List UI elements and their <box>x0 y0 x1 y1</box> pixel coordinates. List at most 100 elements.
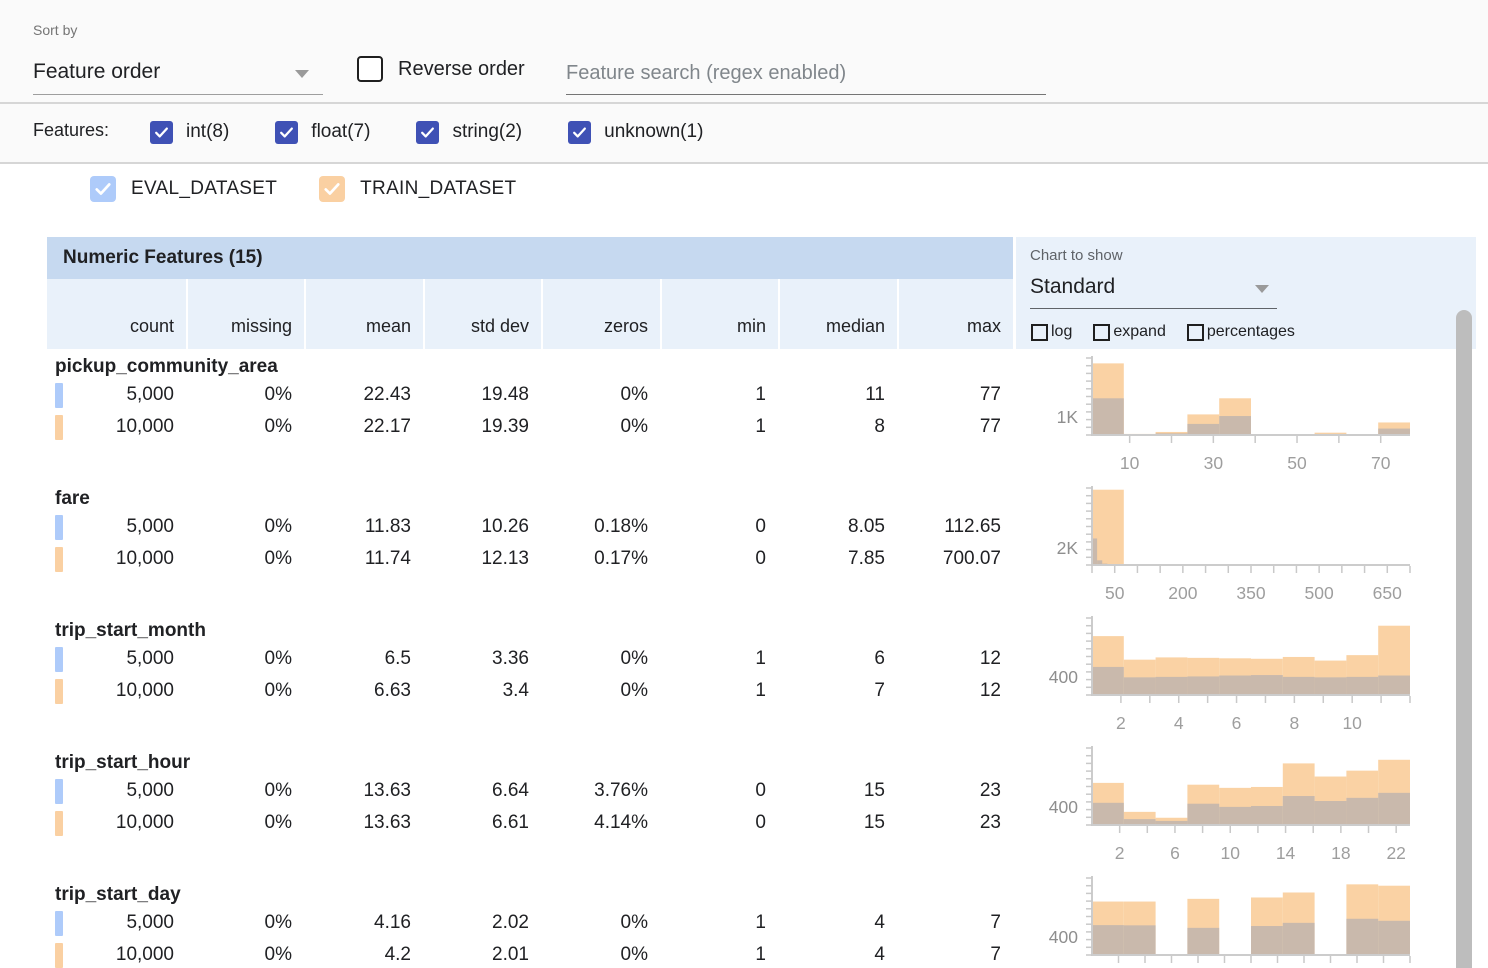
chart-type-select[interactable]: Standard <box>1030 269 1277 309</box>
dataset-color-swatch <box>55 779 63 804</box>
checkbox-checked-icon[interactable] <box>416 120 440 144</box>
dataset-color-swatch <box>55 911 63 936</box>
cell-min: 1 <box>755 944 766 965</box>
svg-text:200: 200 <box>1168 583 1197 603</box>
feature-type-filters: int(8) float(7) string(2) unknown(1) <box>150 116 703 148</box>
table-row-train: 10,000 0% 6.63 3.4 0% 1 7 12 <box>47 676 1013 706</box>
feature-type-filter-3[interactable]: unknown(1) <box>568 120 703 144</box>
chart-controls-panel: Chart to show Standard log expand percenta… <box>1016 237 1476 349</box>
cell-count: 10,000 <box>115 812 174 833</box>
checkbox-checked-icon[interactable] <box>319 176 346 202</box>
dataset-color-swatch <box>55 383 63 408</box>
scrollbar-thumb[interactable] <box>1456 310 1472 968</box>
svg-text:400: 400 <box>1049 927 1078 947</box>
cell-min: 1 <box>755 384 766 405</box>
checkbox-checked-icon[interactable] <box>90 176 116 202</box>
feature-type-filter-2[interactable]: string(2) <box>416 120 522 144</box>
cell-mean: 11.74 <box>364 548 411 569</box>
dataset-toggle-train_dataset[interactable]: TRAIN_DATASET <box>319 176 516 202</box>
chart-block-trip_start_month: 400 2 4 6 8 10 <box>1030 612 1450 740</box>
cell-std_dev: 2.01 <box>492 944 529 965</box>
chart-option-log[interactable]: log <box>1031 323 1072 341</box>
cell-zeros: 0.18% <box>594 516 648 537</box>
cell-median: 6 <box>874 648 885 669</box>
chart-to-show-label: Chart to show <box>1030 247 1123 264</box>
numeric-features-header: Numeric Features (15) <box>47 237 1013 279</box>
svg-text:50: 50 <box>1287 453 1307 473</box>
sort-by-select[interactable]: Feature order <box>33 52 323 95</box>
cell-min: 1 <box>755 648 766 669</box>
feature-search-input[interactable] <box>566 52 1046 95</box>
svg-text:14: 14 <box>1276 843 1296 863</box>
cell-max: 77 <box>979 416 1001 437</box>
svg-text:2: 2 <box>1116 713 1126 733</box>
dataset-label: EVAL_DATASET <box>131 178 278 199</box>
table-row-eval: 5,000 0% 22.43 19.48 0% 1 11 77 <box>47 380 1013 410</box>
cell-std_dev: 2.02 <box>492 912 529 933</box>
dataset-color-swatch <box>55 679 63 704</box>
feature-type-filter-0[interactable]: int(8) <box>150 120 229 144</box>
svg-text:2K: 2K <box>1057 538 1079 558</box>
feature-name: trip_start_day <box>55 884 181 905</box>
cell-std_dev: 3.4 <box>502 680 529 701</box>
svg-text:50: 50 <box>1105 583 1125 603</box>
cell-min: 1 <box>755 680 766 701</box>
cell-max: 12 <box>979 648 1001 669</box>
checkbox-checked-icon[interactable] <box>150 120 173 144</box>
feature-name: pickup_community_area <box>55 356 278 377</box>
scrollbar-track[interactable] <box>1452 304 1476 968</box>
svg-text:6: 6 <box>1232 713 1242 733</box>
dataset-toggle-eval_dataset[interactable]: EVAL_DATASET <box>90 176 277 202</box>
cell-missing: 0% <box>264 516 292 537</box>
chart-block-trip_start_day: 400 <box>1030 872 1450 968</box>
chart-option-expand[interactable]: expand <box>1093 323 1166 341</box>
cell-missing: 0% <box>264 780 292 801</box>
checkbox-checked-icon[interactable] <box>275 120 299 144</box>
table-row-eval: 5,000 0% 11.83 10.26 0.18% 0 8.05 112.65 <box>47 512 1013 542</box>
chart-block-pickup_community_area: 1K 10 30 50 70 <box>1030 352 1450 480</box>
checkbox-checked-icon[interactable] <box>568 120 592 144</box>
cell-zeros: 0% <box>620 384 648 405</box>
table-row-eval: 5,000 0% 4.16 2.02 0% 1 4 7 <box>47 908 1013 938</box>
reverse-order-checkbox[interactable] <box>357 56 383 82</box>
svg-text:10: 10 <box>1221 843 1241 863</box>
feature-block-trip_start_day: trip_start_day 5,000 0% 4.16 2.02 0% 1 4 7 10,000… <box>47 882 1013 968</box>
cell-mean: 4.16 <box>374 912 411 933</box>
cell-missing: 0% <box>264 680 292 701</box>
dataset-legend: EVAL_DATASET TRAIN_DATASET <box>90 174 516 204</box>
table-row-train: 10,000 0% 11.74 12.13 0.17% 0 7.85 700.07 <box>47 544 1013 574</box>
column-header-max: max <box>897 279 1013 349</box>
checkbox-unchecked-icon[interactable] <box>1186 323 1204 341</box>
checkbox-unchecked-icon[interactable] <box>1093 323 1111 341</box>
cell-median: 8 <box>874 416 885 437</box>
charts-column: 1K 10 30 50 70 2K 50 200 350 500 650 400 2 4 6 8 10 400 2 6… <box>1030 350 1450 968</box>
svg-text:350: 350 <box>1236 583 1265 603</box>
chevron-down-icon <box>295 70 309 78</box>
chart-option-percentages[interactable]: percentages <box>1186 323 1295 341</box>
reverse-order-control: Reverse order <box>357 56 525 82</box>
column-header-zeros: zeros <box>541 279 660 349</box>
feature-block-trip_start_hour: trip_start_hour 5,000 0% 13.63 6.64 3.76% 0 15 2… <box>47 750 1013 878</box>
column-headers: count missing mean std dev zeros min median max <box>47 279 1013 349</box>
cell-std_dev: 12.13 <box>481 548 529 569</box>
cell-std_dev: 19.48 <box>481 384 529 405</box>
dataset-label: TRAIN_DATASET <box>360 178 517 199</box>
cell-min: 0 <box>755 812 766 833</box>
cell-min: 0 <box>755 516 766 537</box>
feature-name: fare <box>55 488 90 509</box>
cell-max: 23 <box>979 780 1001 801</box>
cell-zeros: 0% <box>620 944 648 965</box>
cell-max: 112.65 <box>944 516 1001 537</box>
dataset-color-swatch <box>55 647 63 672</box>
table-row-train: 10,000 0% 22.17 19.39 0% 1 8 77 <box>47 412 1013 442</box>
svg-text:70: 70 <box>1371 453 1391 473</box>
toolbar-divider <box>0 102 1488 104</box>
feature-type-filter-1[interactable]: float(7) <box>275 120 370 144</box>
reverse-order-label: Reverse order <box>398 57 525 80</box>
checkbox-unchecked-icon[interactable] <box>1031 323 1048 341</box>
cell-missing: 0% <box>264 944 292 965</box>
cell-zeros: 0% <box>620 680 648 701</box>
cell-zeros: 0.17% <box>594 548 648 569</box>
svg-text:400: 400 <box>1049 667 1078 687</box>
cell-mean: 13.63 <box>363 812 411 833</box>
